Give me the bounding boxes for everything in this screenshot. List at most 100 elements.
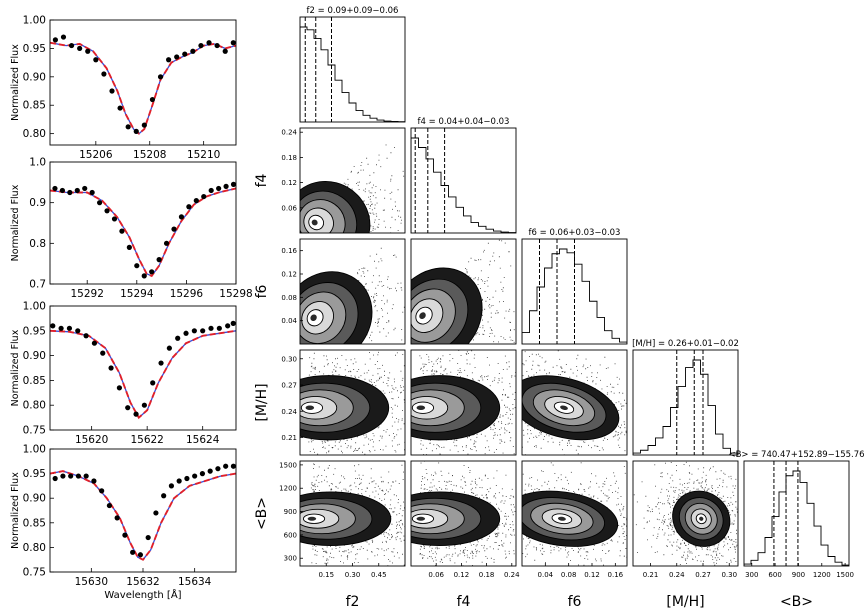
- corner-cell-2-1: [410, 238, 517, 345]
- observed-point: [190, 48, 196, 54]
- cell-plot-area: [522, 462, 627, 566]
- model-curve-red-dashed: [50, 470, 236, 561]
- y-tick-label: 300: [284, 555, 297, 563]
- observed-point: [104, 208, 110, 214]
- panel-frame: [49, 305, 237, 431]
- corner-cell-0-0: f2 = 0.09+0.09−0.06: [299, 6, 406, 123]
- x-tick-label: 0.06: [428, 571, 444, 579]
- y-tick-label: 0.30: [281, 355, 297, 363]
- observed-point: [134, 263, 140, 269]
- observed-point: [83, 473, 89, 479]
- corner-cell-2-2: f6 = 0.06+0.03−0.03: [521, 228, 628, 345]
- model-curve-blue: [50, 470, 236, 561]
- y-tick-label: 0.24: [281, 129, 297, 137]
- panel-frame: [49, 19, 237, 146]
- observed-point: [201, 193, 207, 200]
- observed-point: [183, 330, 189, 336]
- spectral-panel-1: 0.80 0.85 0.90 0.95 1.00 15206 15208 15210 Norma…: [10, 15, 237, 161]
- x-tick-label: 0.12: [584, 571, 600, 579]
- x-tick-label: 15634: [178, 576, 212, 588]
- marginal-histogram: [633, 359, 738, 455]
- x-tick-label: 0.30: [345, 571, 361, 579]
- observed-point: [109, 88, 115, 94]
- cell-frame: [299, 238, 406, 345]
- x-tick-label: 300: [745, 571, 758, 579]
- cell-plot-area: [633, 461, 738, 566]
- y-tick-label: 1500: [279, 461, 297, 469]
- observed-point: [75, 473, 82, 479]
- y-tick-label: 0.18: [281, 154, 297, 162]
- observed-point: [97, 200, 103, 206]
- cell-frame: [410, 460, 517, 567]
- observed-point: [85, 48, 91, 54]
- plot-area: [50, 463, 236, 561]
- y-tick-label: 600: [284, 531, 297, 539]
- cell-frame: [743, 460, 850, 567]
- model-curve-blue: [50, 330, 236, 419]
- marginal-title: <B> = 740.47+152.89−155.76: [728, 450, 864, 460]
- corner-cell-4-0: 0.15 0.30 0.45 f2 300 600 900 1200 1500 <B>: [254, 460, 406, 610]
- observed-point: [108, 365, 114, 371]
- sample-points: [300, 247, 405, 344]
- observed-point: [114, 515, 120, 521]
- density-contour: [419, 312, 426, 320]
- observed-point: [168, 483, 175, 489]
- density-contour: [560, 405, 568, 411]
- cell-frame: [410, 238, 517, 345]
- corner-x-axis-label: <B>: [780, 594, 813, 610]
- x-tick-label: 15632: [126, 576, 159, 588]
- corner-x-axis-label: f6: [568, 594, 582, 610]
- x-tick-label: 0.12: [454, 571, 470, 579]
- y-tick-label: 0.75: [23, 425, 46, 437]
- observed-point: [59, 187, 65, 194]
- observed-point: [230, 320, 236, 326]
- observed-point: [198, 42, 204, 49]
- observed-point: [52, 37, 58, 43]
- y-tick-label: 0.27: [281, 382, 297, 390]
- x-tick-label: 15206: [79, 149, 113, 161]
- density-contour: [416, 516, 426, 521]
- observed-point: [230, 181, 236, 187]
- x-tick-label: 0.16: [608, 571, 624, 579]
- y-tick-label: 0.12: [281, 271, 297, 279]
- cell-plot-area: [300, 351, 405, 455]
- observed-point: [82, 185, 88, 192]
- cell-plot-area: [300, 17, 405, 122]
- y-tick-label: 0.12: [281, 179, 297, 187]
- spectral-panel-2: 0.7 0.8 0.9 1.0 15292 15294 15296 15298 Normaliz…: [10, 157, 253, 301]
- cell-plot-area: [300, 144, 405, 233]
- x-tick-label: 15292: [70, 288, 103, 300]
- observed-point: [137, 552, 144, 558]
- observed-point: [222, 48, 228, 54]
- observed-point: [223, 183, 229, 189]
- observed-point: [68, 42, 75, 49]
- x-tick-label: 0.15: [318, 571, 334, 579]
- cell-plot-area: [411, 461, 516, 566]
- observed-point: [60, 473, 66, 479]
- corner-cell-4-1: 0.06 0.12 0.18 0.24 f4: [410, 460, 520, 610]
- marginal-histogram: [300, 26, 405, 122]
- x-tick-label: 15622: [130, 434, 163, 446]
- corner-cell-1-1: f4 = 0.04+0.04−0.03: [410, 117, 517, 234]
- panel-frame: [49, 161, 237, 285]
- marginal-histogram: [744, 470, 849, 566]
- observed-point: [52, 185, 58, 192]
- observed-point: [156, 257, 162, 263]
- x-tick-label: 0.04: [538, 571, 554, 579]
- density-contour: [307, 516, 317, 521]
- observed-point: [99, 488, 105, 494]
- corner-cell-3-1: [410, 349, 517, 456]
- observed-point: [89, 189, 95, 196]
- y-tick-label: 0.08: [281, 294, 297, 302]
- x-tick-label: 15296: [170, 288, 204, 300]
- cell-frame: [632, 460, 739, 567]
- observed-point: [133, 128, 139, 134]
- density-contour: [311, 219, 318, 226]
- observed-point: [100, 350, 106, 356]
- x-tick-label: 1200: [813, 571, 831, 579]
- observed-point: [174, 54, 180, 60]
- x-tick-label: 600: [768, 571, 781, 579]
- x-tick-label: 0.27: [695, 571, 711, 579]
- observed-point: [163, 240, 170, 246]
